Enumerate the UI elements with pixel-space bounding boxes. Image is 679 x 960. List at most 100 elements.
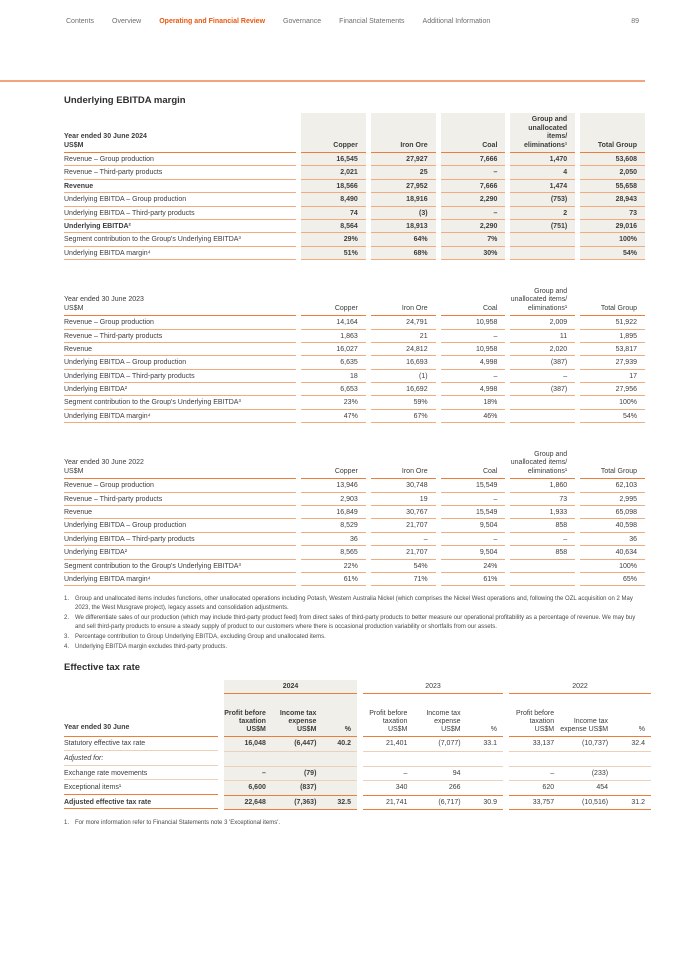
column-header-group-and-unallocate: Group and unallocated items/ elimination…: [510, 113, 576, 153]
table-cell: 30%: [440, 246, 506, 261]
column-header-coal: Coal: [440, 447, 506, 480]
tax-cell: [272, 752, 323, 766]
table-cell: 4,998: [440, 356, 506, 370]
tax-cell: 21,401: [385, 740, 408, 748]
table-cell: –: [440, 330, 506, 343]
column-header-copper: Copper: [301, 284, 366, 317]
table-row: Revenue 18,566 27,952 7,666 1,474 55,658: [64, 179, 645, 194]
ebitda-table-2022: Year ended 30 June 2022 US$M Copper Iron Or…: [64, 447, 645, 587]
column-header-iron-ore: Iron Ore: [370, 447, 436, 480]
tax-cell: 33,757: [532, 798, 555, 806]
tax-cell: [322, 781, 357, 795]
tax-cell: [322, 752, 357, 766]
table-cell: 16,027: [301, 343, 366, 357]
nav-item-governance[interactable]: Governance: [283, 18, 322, 25]
table-cell: 4,998: [440, 383, 506, 397]
table-row: Underlying EBITDA – Third-party products…: [64, 533, 645, 547]
table-cell: 53,817: [580, 343, 645, 357]
tax-cell: (10,737): [581, 740, 609, 748]
tax-value-group-2024: – (79): [224, 766, 357, 782]
table-cell: 10,958: [440, 316, 506, 330]
year-label: Year ended 30 June 2022: [64, 459, 144, 467]
table-row: Underlying EBITDA – Group production 8,49…: [64, 193, 645, 207]
tax-cell: 31.2: [631, 798, 645, 806]
tax-year-row: 2024 2023 2022: [64, 680, 651, 695]
footnote-number: 1.: [64, 596, 70, 603]
table-row: Underlying EBITDA² 6,653 16,692 4,998 (387) 2…: [64, 383, 645, 397]
nav-item-overview[interactable]: Overview: [112, 18, 142, 25]
tax-column-header-profit-before-taxati: Profit before taxation US$M: [224, 709, 266, 734]
table-cell: 1,470: [510, 153, 576, 167]
tax-value-group-2022: 620 454: [509, 781, 651, 796]
table-cell: 18: [301, 370, 366, 384]
tax-year-label-2022: 2022: [572, 683, 588, 691]
unit-label: US$M: [64, 141, 84, 149]
table-cell: 59%: [370, 396, 436, 410]
tax-header-group-2023: Profit before taxation US$M Income tax ex…: [363, 694, 503, 738]
table-cell: 71%: [370, 573, 436, 587]
tax-year-group-2024: 2024: [224, 680, 357, 695]
footnote-text: Group and unallocated items includes fun…: [75, 596, 633, 612]
table-header-label: Year ended 30 June 2023 US$M: [64, 284, 296, 317]
tax-cell: 266: [448, 784, 461, 792]
table-cell: 21: [370, 330, 436, 343]
table-cell: 55,658: [580, 179, 645, 194]
table-cell: 8,564: [301, 219, 366, 234]
nav-item-contents[interactable]: Contents: [66, 18, 95, 25]
row-label: Underlying EBITDA margin⁴: [64, 410, 296, 424]
table-cell: 2,995: [580, 493, 645, 507]
tax-cell: 16,048: [244, 740, 266, 748]
year-label: Year ended 30 June 2023: [64, 296, 144, 304]
table-cell: –: [440, 533, 506, 547]
tax-section-title: Effective tax rate: [64, 662, 141, 674]
table-cell: 24,812: [370, 343, 436, 357]
table-cell: 16,693: [370, 356, 436, 370]
tax-value-group-2024: 6,600 (837): [224, 781, 357, 796]
table-cell: 53,608: [580, 153, 645, 167]
table-cell: 2,290: [440, 219, 506, 234]
tax-footnote: 1. For more information refer to Financi…: [64, 819, 645, 828]
top-nav: Contents Overview Operating and Financial …: [0, 0, 679, 25]
footnote-item: 1. For more information refer to Financi…: [64, 819, 645, 828]
column-header-total-group: Total Group: [580, 284, 645, 317]
tax-cell: 6,600: [248, 784, 266, 792]
table-header-row-2024: Year ended 30 June 2024 US$M Copper Iron Or…: [64, 113, 645, 153]
table-cell: (387): [510, 356, 576, 370]
table-cell: 16,692: [370, 383, 436, 397]
table-row: Revenue 16,027 24,812 10,958 2,020 53,817: [64, 343, 645, 357]
tax-cell: (10,516): [581, 798, 609, 806]
ebitda-tables: Year ended 30 June 2024 US$M Copper Iron Or…: [64, 113, 645, 587]
table-cell: 8,490: [301, 193, 366, 207]
table-cell: 67%: [370, 410, 436, 424]
table-cell: [510, 410, 576, 424]
unit-label: US$M: [64, 304, 84, 312]
table-cell: 19: [370, 493, 436, 507]
tax-value-group-2023: 340 266: [363, 781, 503, 796]
table-row: Revenue – Third-party products 1,863 21–11…: [64, 330, 645, 343]
footnote-number: 1.: [64, 820, 70, 827]
table-row: Underlying EBITDA – Third-party products…: [64, 206, 645, 220]
ebitda-table-2024: Year ended 30 June 2024 US$M Copper Iron Or…: [64, 113, 645, 261]
year-label: Year ended 30 June 2024: [64, 133, 147, 141]
table-cell: 14,164: [301, 316, 366, 330]
table-row: Underlying EBITDA – Group production 8,52…: [64, 519, 645, 533]
tax-cell: (7,363): [294, 798, 317, 806]
table-cell: 23%: [301, 396, 366, 410]
table-header-label: Year ended 30 June 2022 US$M: [64, 447, 296, 480]
table-cell: 100%: [580, 233, 645, 247]
table-cell: 2: [510, 206, 576, 220]
tax-cell: (79): [303, 769, 317, 777]
footnote-text: We differentiate sales of our production…: [75, 615, 636, 631]
nav-item-additional-information[interactable]: Additional Information: [422, 18, 491, 25]
table-cell: 2,903: [301, 493, 366, 507]
tax-year-label-2024: 2024: [282, 683, 299, 691]
nav-item-operating-and-financial-review[interactable]: Operating and Financial Review: [159, 18, 266, 25]
tax-column-header-: %: [638, 726, 645, 734]
table-cell: 2,020: [510, 343, 576, 357]
row-label: Underlying EBITDA – Third-party products: [64, 370, 296, 384]
nav-item-financial-statements[interactable]: Financial Statements: [339, 18, 405, 25]
table-cell: 2,290: [440, 193, 506, 207]
table-row: Revenue 16,849 30,767 15,549 1,933 65,098: [64, 506, 645, 520]
table-cell: 65,098: [580, 506, 645, 520]
tax-value-group-2022: 33,757 (10,516) 31.2: [509, 796, 651, 811]
